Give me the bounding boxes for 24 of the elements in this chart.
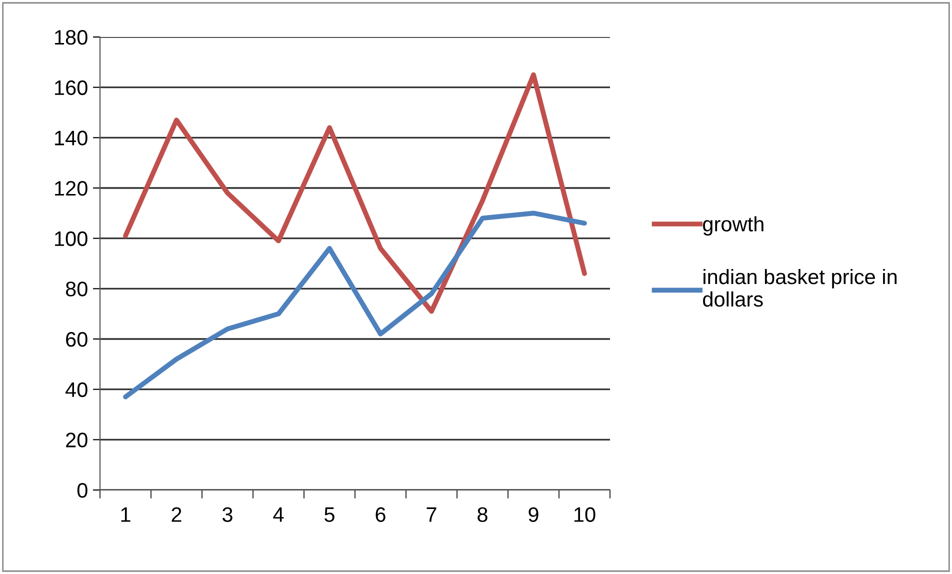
y-tick-label: 40 [66, 382, 88, 398]
y-tick-label: 0 [77, 483, 88, 498]
legend-label: indian basket price in dollars [703, 268, 897, 307]
y-tick-label: 120 [55, 181, 88, 196]
x-tick-label: 7 [426, 507, 436, 522]
y-tick-label: 180 [55, 30, 88, 45]
x-tick-label: 3 [222, 507, 232, 522]
y-tick-label: 60 [66, 332, 88, 347]
x-tick-label: 2 [172, 507, 182, 522]
x-tick-label: 5 [324, 507, 334, 522]
x-tick-label: 1 [121, 507, 130, 522]
legend-label: growth [703, 216, 764, 236]
x-tick-label: 10 [574, 507, 596, 522]
line-series [123, 72, 587, 314]
y-tick-label: 80 [66, 282, 88, 296]
y-tick-label: 100 [55, 231, 88, 246]
x-tick-label: 9 [528, 507, 538, 522]
x-tick-label: 6 [376, 507, 386, 522]
line-series [123, 210, 587, 400]
y-tick-label: 160 [55, 80, 88, 96]
y-tick-label: 20 [66, 432, 88, 448]
y-tick-label: 140 [55, 130, 88, 146]
x-tick-label: 4 [273, 507, 284, 522]
x-tick-label: 8 [478, 507, 488, 522]
